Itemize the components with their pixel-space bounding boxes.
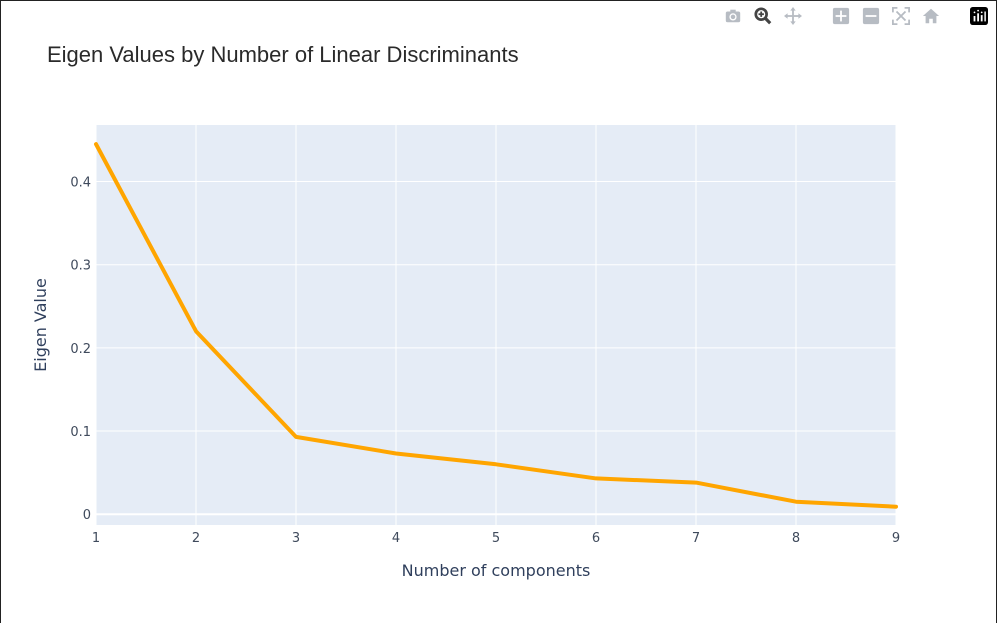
x-tick-label: 9	[892, 531, 900, 546]
x-axis-label: Number of components	[402, 561, 591, 580]
x-tick-label: 1	[92, 531, 100, 546]
modebar	[723, 6, 989, 26]
reset-axes-icon[interactable]	[921, 6, 941, 26]
y-tick-label: 0.2	[70, 342, 91, 357]
x-axis-ticks: 1 2 3 4 5 6 7 8 9	[92, 531, 900, 546]
chart-title: Eigen Values by Number of Linear Discrim…	[47, 42, 519, 67]
zoom-icon[interactable]	[753, 6, 773, 26]
x-tick-label: 5	[492, 531, 500, 546]
zoom-in-icon[interactable]	[831, 6, 851, 26]
y-axis-ticks: 0 0.1 0.2 0.3 0.4	[70, 176, 91, 524]
x-tick-label: 6	[592, 531, 600, 546]
plotly-logo-icon[interactable]	[969, 6, 989, 26]
camera-icon[interactable]	[723, 6, 743, 26]
pan-icon[interactable]	[783, 6, 803, 26]
series-layer	[94, 142, 898, 509]
grid-lines	[95, 125, 897, 525]
x-tick-label: 7	[692, 531, 700, 546]
y-tick-label: 0.3	[70, 259, 91, 274]
x-tick-label: 4	[392, 531, 400, 546]
x-tick-label: 3	[292, 531, 300, 546]
y-tick-label: 0.4	[70, 176, 91, 191]
x-tick-label: 2	[192, 531, 200, 546]
y-tick-label: 0.1	[70, 425, 91, 440]
autoscale-icon[interactable]	[891, 6, 911, 26]
y-tick-label: 0	[83, 508, 91, 523]
y-axis-label: Eigen Value	[31, 278, 50, 372]
zoom-out-icon[interactable]	[861, 6, 881, 26]
x-tick-label: 8	[792, 531, 800, 546]
